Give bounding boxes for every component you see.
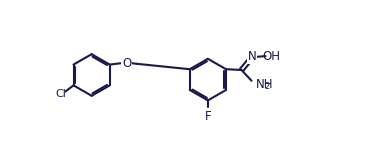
Text: Cl: Cl bbox=[55, 89, 66, 99]
Text: F: F bbox=[205, 110, 211, 123]
Text: 2: 2 bbox=[264, 82, 270, 91]
Text: N: N bbox=[248, 50, 257, 63]
Text: NH: NH bbox=[256, 78, 273, 91]
Text: O: O bbox=[122, 57, 131, 70]
Text: OH: OH bbox=[262, 50, 280, 63]
